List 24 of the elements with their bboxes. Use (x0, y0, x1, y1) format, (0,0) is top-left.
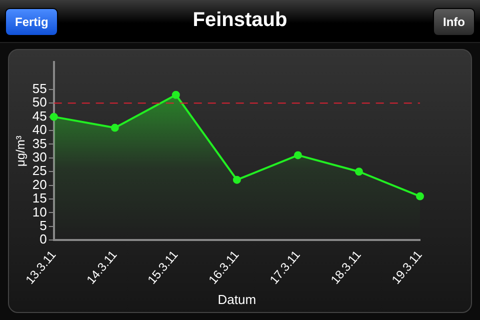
text: Info (433, 8, 475, 36)
y-axis-title: μg/m³ (14, 136, 28, 167)
y-tick-label: 25 (32, 163, 47, 178)
y-tick-label: 15 (32, 190, 47, 206)
y-tick-label: 0 (40, 232, 47, 247)
y-tick-label: 20 (32, 176, 47, 192)
y-tick-label: 10 (32, 204, 47, 220)
point (416, 192, 424, 200)
x-axis-title: Datum (218, 292, 256, 307)
y-tick-label: 40 (32, 122, 47, 138)
point (232, 176, 241, 184)
y-tick-label: 50 (32, 94, 47, 110)
y-tick-label: 30 (32, 150, 47, 165)
point (294, 151, 302, 160)
y-tick-label: 55 (32, 80, 47, 96)
point (50, 112, 58, 121)
point (110, 124, 119, 132)
text: Fertig (5, 8, 58, 36)
point (354, 168, 363, 176)
y-tick-label: 35 (32, 136, 47, 151)
y-tick-label: 5 (40, 218, 47, 234)
point (172, 90, 180, 99)
chart-title: Feinstaub (192, 9, 288, 32)
y-tick-label: 45 (32, 108, 47, 124)
